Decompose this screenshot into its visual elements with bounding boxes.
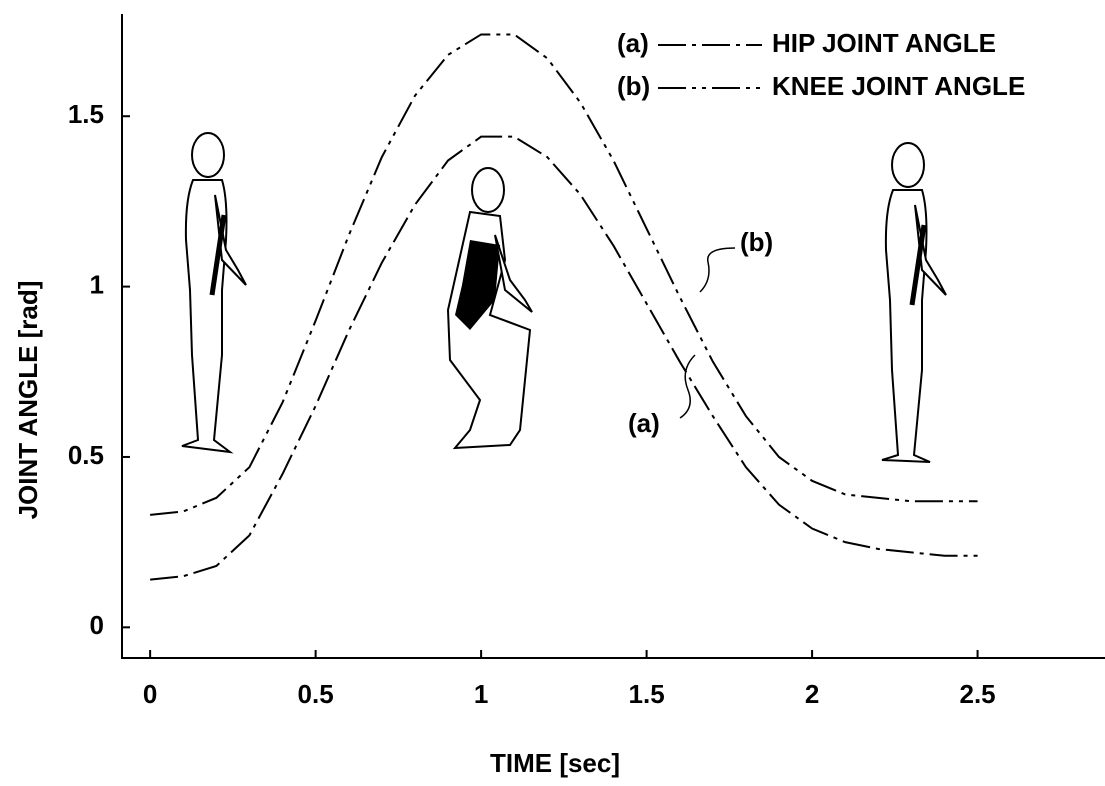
squatting-figure: [446, 167, 533, 450]
annotation: (a): [628, 408, 660, 438]
legend-tag: (b): [617, 71, 650, 101]
legend-label: HIP JOINT ANGLE: [772, 28, 996, 58]
callout-line: [679, 354, 696, 419]
series-line: [150, 33, 978, 516]
callout-line: [699, 247, 736, 293]
y-tick-label: 1.5: [68, 99, 104, 129]
x-tick-label: 0.5: [298, 679, 334, 709]
standing-figure: [181, 132, 247, 454]
x-tick-label: 1: [474, 679, 488, 709]
x-tick-label: 1.5: [629, 679, 665, 709]
y-tick-label: 1: [90, 269, 104, 299]
legend-tag: (a): [617, 28, 649, 58]
legend-label: KNEE JOINT ANGLE: [772, 71, 1025, 101]
x-tick-label: 2.5: [959, 679, 995, 709]
series-line: [150, 135, 978, 581]
standing-figure: [881, 142, 947, 463]
y-tick-label: 0: [90, 610, 104, 640]
axes-frame: [121, 14, 1105, 659]
x-tick-label: 2: [805, 679, 819, 709]
x-tick-label: 0: [143, 679, 157, 709]
y-tick-label: 0.5: [68, 440, 104, 470]
annotation: (b): [740, 227, 773, 257]
x-axis-label: TIME [sec]: [490, 748, 620, 778]
y-axis-label: JOINT ANGLE [rad]: [13, 281, 43, 520]
